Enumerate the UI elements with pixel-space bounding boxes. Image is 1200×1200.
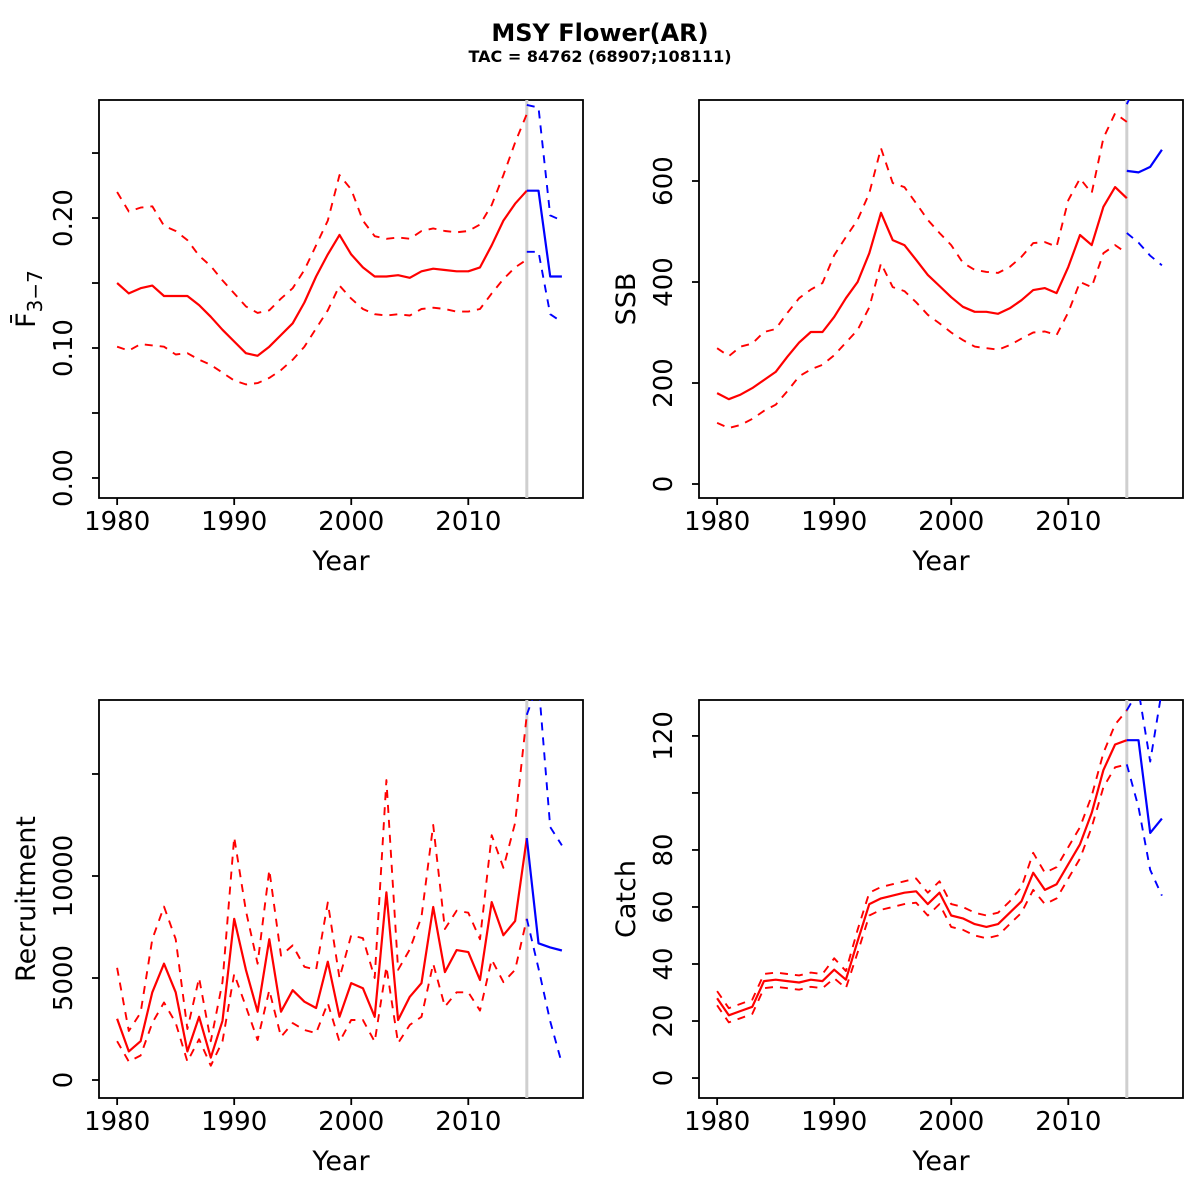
- y-tick-label: 0.00: [49, 449, 79, 507]
- panel-border: [698, 99, 1184, 499]
- plot-region: [716, 700, 1163, 1098]
- x-tick-label: 1990: [201, 1107, 267, 1137]
- y-tick-label: 0: [649, 1070, 679, 1087]
- y-tick-label: 600: [649, 156, 679, 206]
- fbar-upper-ci-line: [116, 113, 528, 314]
- y-tick-label: 0: [49, 1072, 79, 1089]
- catch-forecast-median-line: [1126, 739, 1163, 834]
- x-axis-label: Year: [311, 546, 370, 577]
- fbar-lower-ci-line: [116, 258, 528, 386]
- ssb-lower-ci-line: [716, 244, 1128, 429]
- y-tick-label: 0.10: [49, 319, 79, 377]
- panel-catch: 1980 1990 2000 2010 Year 0 20 40 60 80 120 Catch: [611, 699, 1184, 1177]
- x-axis-label: Year: [911, 1146, 970, 1177]
- recruitment-forecast-lower-ci-line: [525, 918, 563, 1064]
- ssb-forecast-median-line: [1126, 149, 1163, 174]
- y-tick-label: 200: [649, 358, 679, 408]
- y-tick-label: 0: [649, 476, 679, 493]
- y-tick-label: 60: [649, 890, 679, 923]
- fbar-forecast-upper-ci-line: [526, 103, 563, 222]
- y-tick-label: 5000: [49, 945, 79, 1011]
- panel-border: [98, 699, 584, 1099]
- x-tick-label: 2010: [435, 1107, 501, 1137]
- figure-subtitle: TAC = 84762 (68907;108111): [468, 47, 732, 66]
- plot-region: [116, 100, 563, 498]
- figure-title: MSY Flower(AR): [491, 19, 709, 47]
- recruitment-upper-ci-line: [116, 714, 528, 1043]
- ssb-forecast-lower-ci-line: [1126, 232, 1163, 267]
- x-tick-label: 1990: [801, 507, 867, 537]
- x-tick-label: 2010: [435, 507, 501, 537]
- y-tick-label: 10000: [49, 835, 79, 918]
- panel-border: [98, 99, 584, 499]
- recruitment-forecast-upper-ci-line: [525, 700, 563, 846]
- x-tick-label: 1990: [801, 1107, 867, 1137]
- x-tick-label: 1980: [84, 507, 150, 537]
- ssb-median-line: [716, 185, 1128, 401]
- fbar-median-line: [116, 189, 528, 357]
- plot-region: [716, 100, 1163, 498]
- x-tick-label: 1980: [684, 507, 750, 537]
- ssb-y-axis-label: SSB: [611, 273, 642, 326]
- recruitment-forecast-median-line: [525, 837, 563, 952]
- plot-region: [116, 700, 563, 1098]
- x-tick-label: 2010: [1035, 507, 1101, 537]
- recruitment-median-line: [116, 837, 528, 1059]
- x-tick-label: 2010: [1035, 1107, 1101, 1137]
- recruitment-lower-ci-line: [116, 918, 528, 1067]
- fbar-forecast-median-line: [526, 189, 562, 278]
- panel-border: [698, 699, 1184, 1099]
- catch-forecast-upper-ci-line: [1125, 700, 1162, 763]
- y-tick-label: 400: [649, 257, 679, 307]
- catch-median-line: [716, 739, 1128, 1017]
- x-tick-label: 1980: [84, 1107, 150, 1137]
- fbar-y-axis-label: F̄3−7: [10, 270, 47, 328]
- panel-fbar: 1980 1990 2000 2010 Year 0.00 0.10 0.20F̄3−7: [10, 99, 584, 577]
- ssb-upper-ci-line: [716, 112, 1128, 358]
- x-axis-label: Year: [911, 546, 970, 577]
- y-tick-label: 0.20: [49, 189, 79, 247]
- y-tick-label: 120: [649, 711, 679, 761]
- catch-forecast-lower-ci-line: [1125, 764, 1163, 896]
- y-tick-label: 40: [649, 947, 679, 980]
- x-tick-label: 2000: [318, 1107, 384, 1137]
- catch-upper-ci-line: [716, 709, 1128, 1010]
- catch-y-axis-label: Catch: [611, 860, 642, 938]
- panel-ssb: 1980 1990 2000 2010 Year 0 200 400 600 SSB: [611, 99, 1184, 577]
- fbar-forecast-lower-ci-line: [526, 250, 563, 323]
- x-tick-label: 2000: [318, 507, 384, 537]
- x-axis-label: Year: [311, 1146, 370, 1177]
- y-tick-label: 20: [649, 1004, 679, 1037]
- x-tick-label: 1980: [684, 1107, 750, 1137]
- x-tick-label: 2000: [918, 1107, 984, 1137]
- x-tick-label: 2000: [918, 507, 984, 537]
- y-tick-label: 80: [649, 833, 679, 866]
- panel-recruitment: 1980 1990 2000 2010 Year 0 5000 10000Recruitmen…: [11, 699, 584, 1177]
- recruitment-y-axis-label: Recruitment: [11, 816, 42, 982]
- catch-lower-ci-line: [716, 763, 1128, 1024]
- x-tick-label: 1990: [201, 507, 267, 537]
